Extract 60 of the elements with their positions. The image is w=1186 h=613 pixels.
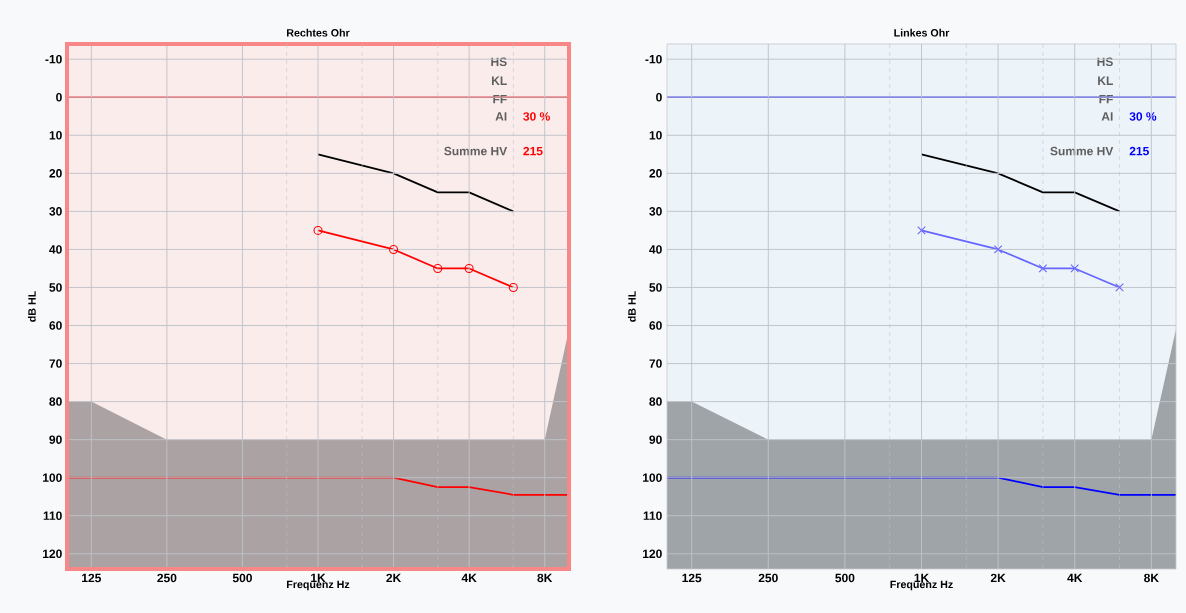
y-tick-label: 90	[49, 435, 62, 444]
annotation: Summe HV	[1050, 146, 1114, 156]
y-tick-label: 30	[649, 207, 662, 216]
y-tick-label: 60	[649, 321, 662, 330]
y-tick-label: 60	[49, 321, 62, 330]
y-tick-label: 20	[49, 169, 62, 178]
annotation: 30 %	[1129, 112, 1157, 121]
x-tick-label: 1K	[914, 573, 930, 582]
y-tick-label: 10	[49, 131, 62, 140]
y-tick-label: 40	[649, 245, 662, 254]
x-tick-label: 8K	[537, 573, 553, 583]
y-tick-label: -10	[45, 54, 62, 64]
annotation: 30 %	[523, 112, 550, 121]
y-tick-label: 110	[43, 511, 62, 520]
x-tick-label: 500	[835, 573, 855, 583]
x-tick-label: 500	[232, 573, 252, 583]
x-tick-label: 125	[682, 573, 702, 583]
y-tick-label: 70	[649, 359, 662, 368]
y-tick-label: 80	[49, 397, 62, 406]
y-tick-label: 50	[649, 283, 662, 292]
y-tick-label: 110	[643, 511, 662, 520]
y-tick-label: 30	[49, 207, 62, 216]
annotation: AI	[1101, 112, 1113, 121]
x-axis-title: Frequenz Hz	[890, 580, 953, 591]
y-tick-label: 0	[656, 93, 662, 102]
annotation: Summe HV	[444, 146, 508, 156]
y-tick-label: 80	[649, 397, 662, 406]
annotation: HS	[491, 57, 507, 67]
x-tick-label: 250	[758, 573, 778, 583]
x-tick-label: 4K	[1067, 573, 1083, 582]
y-tick-label: 100	[43, 473, 62, 482]
x-tick-label: 2K	[386, 573, 402, 583]
x-tick-label: 250	[157, 573, 177, 583]
annotation: 215	[523, 146, 543, 156]
y-tick-label: 70	[49, 359, 62, 368]
x-tick-label: 4K	[461, 573, 477, 582]
chart-title: Rechtes Ohr	[287, 28, 350, 37]
x-tick-label: 1K	[311, 573, 326, 582]
y-tick-label: 50	[49, 283, 62, 292]
chart-title: Linkes Ohr	[894, 28, 950, 37]
y-tick-label: 90	[649, 435, 662, 444]
y-axis-title: dB HL	[27, 291, 36, 322]
x-tick-label: 125	[82, 573, 102, 583]
y-axis-title: dB HL	[627, 291, 636, 322]
y-tick-label: 120	[43, 549, 62, 559]
y-tick-label: 10	[649, 131, 662, 140]
x-tick-label: 2K	[990, 573, 1006, 583]
y-tick-label: -10	[645, 54, 662, 64]
annotation: 215	[1129, 146, 1149, 156]
y-tick-label: 0	[56, 93, 62, 102]
y-tick-label: 20	[649, 169, 662, 178]
y-tick-label: 40	[49, 245, 62, 254]
y-tick-label: 100	[643, 473, 662, 482]
annotation: KL	[1098, 76, 1113, 85]
annotation: HS	[1097, 57, 1113, 67]
x-tick-label: 8K	[1144, 573, 1159, 583]
y-tick-label: 120	[643, 549, 662, 559]
annotation: AI	[495, 112, 507, 121]
annotation: KL	[491, 76, 507, 85]
x-axis-title: Frequenz Hz	[287, 580, 350, 591]
